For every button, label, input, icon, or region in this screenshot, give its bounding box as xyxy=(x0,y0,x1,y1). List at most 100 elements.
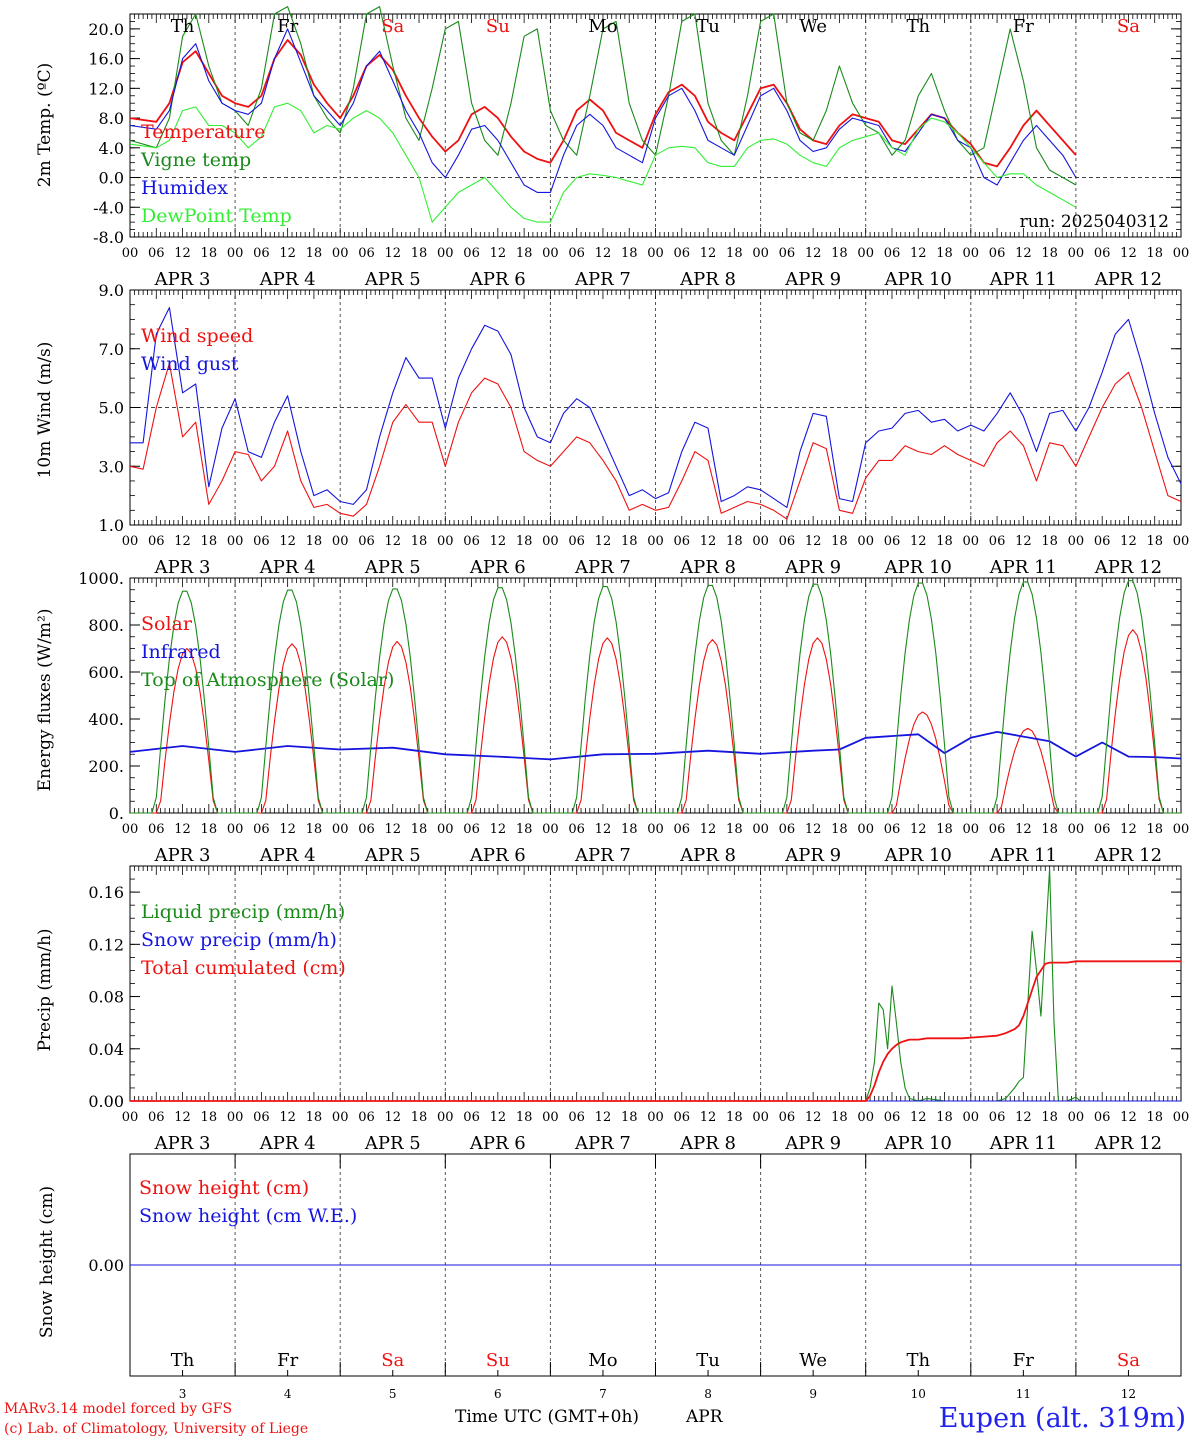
legend-entry: Top of Atmosphere (Solar) xyxy=(141,669,394,691)
hour-tick-label: 06 xyxy=(358,534,375,549)
hour-tick-label: 06 xyxy=(148,534,165,549)
weekday-label: Sa xyxy=(381,1350,404,1371)
date-label: APR 9 xyxy=(784,269,841,290)
hour-tick-label: 00 xyxy=(752,246,769,261)
hour-tick-label: 00 xyxy=(122,822,139,837)
date-label: APR 4 xyxy=(259,557,316,578)
hour-tick-label: 12 xyxy=(174,1110,191,1125)
hour-tick-label: 06 xyxy=(568,246,585,261)
y-tick-label: 400. xyxy=(88,710,124,729)
hour-tick-label: 18 xyxy=(831,822,848,837)
hour-tick-label: 00 xyxy=(1173,822,1190,837)
hour-tick-label: 18 xyxy=(201,534,218,549)
x-axis-month: APR xyxy=(685,1407,724,1427)
date-label: APR 5 xyxy=(364,557,421,578)
date-label: APR 11 xyxy=(989,269,1057,290)
panel-1: -8.0 -4.0 0.0 4.0 8.0 12.0 16.0 20.0 2m Temp. (º… xyxy=(35,6,1189,290)
hour-tick-label: 12 xyxy=(279,1110,296,1125)
hour-tick-label: 12 xyxy=(805,1110,822,1125)
y-tick-label: 5.0 xyxy=(99,399,124,418)
hour-tick-label: 00 xyxy=(963,822,980,837)
date-label: APR 11 xyxy=(989,1133,1057,1154)
date-label: APR 3 xyxy=(154,845,211,866)
hour-tick-label: 06 xyxy=(463,246,480,261)
hour-tick-label: 12 xyxy=(1120,246,1137,261)
hour-tick-label: 06 xyxy=(884,1110,901,1125)
hour-tick-label: 00 xyxy=(1068,822,1085,837)
hour-tick-label: 12 xyxy=(384,246,401,261)
date-label: APR 4 xyxy=(259,845,316,866)
hour-tick-label: 12 xyxy=(279,822,296,837)
date-label: APR 7 xyxy=(574,557,631,578)
hour-tick-label: 12 xyxy=(1015,1110,1032,1125)
hour-tick-label: 18 xyxy=(831,534,848,549)
panel-2: 1.0 3.0 5.0 7.0 9.0 10m Wind (m/s) Wind speed W… xyxy=(35,281,1189,578)
y-tick-label: 0.00 xyxy=(88,1256,124,1275)
series-line-temperature xyxy=(129,39,1077,168)
x-axis-title: Time UTC (GMT+0h) xyxy=(455,1407,639,1427)
hour-tick-label: 00 xyxy=(437,246,454,261)
hour-tick-label: 06 xyxy=(674,1110,691,1125)
legend-entry: Temperature xyxy=(141,121,265,143)
hour-tick-label: 00 xyxy=(332,246,349,261)
weekday-label: Fr xyxy=(277,16,298,37)
hour-tick-label: 18 xyxy=(306,534,323,549)
hour-tick-label: 18 xyxy=(831,246,848,261)
date-label: APR 3 xyxy=(154,269,211,290)
hour-tick-label: 12 xyxy=(805,534,822,549)
weekday-label: Fr xyxy=(1013,16,1034,37)
y-tick-label: 0.0 xyxy=(99,169,124,188)
hour-tick-label: 00 xyxy=(227,246,244,261)
hour-tick-label: 06 xyxy=(358,822,375,837)
day-number-label: 7 xyxy=(599,1387,607,1401)
date-label: APR 5 xyxy=(364,845,421,866)
y-tick-label: 1000. xyxy=(78,569,124,588)
hour-tick-label: 18 xyxy=(516,534,533,549)
day-number-label: 5 xyxy=(389,1387,397,1401)
hour-tick-label: 06 xyxy=(253,822,270,837)
series-line-top-of-atmosphere-solar- xyxy=(130,580,1181,814)
hour-tick-label: 06 xyxy=(568,534,585,549)
y-axis-label: 2m Temp. (ºC) xyxy=(35,63,55,188)
hour-tick-label: 00 xyxy=(542,1110,559,1125)
y-tick-label: 0.04 xyxy=(88,1040,124,1059)
hour-tick-label: 00 xyxy=(857,534,874,549)
weekday-label: Sa xyxy=(381,16,404,37)
date-label: APR 6 xyxy=(469,269,526,290)
date-label: APR 10 xyxy=(884,845,952,866)
y-axis-label: Energy fluxes (W/m²) xyxy=(35,609,55,792)
hour-tick-label: 00 xyxy=(963,534,980,549)
hour-tick-label: 00 xyxy=(542,246,559,261)
y-tick-label: 16.0 xyxy=(88,50,124,69)
hour-tick-label: 18 xyxy=(411,534,428,549)
hour-tick-label: 18 xyxy=(936,534,953,549)
hour-tick-label: 06 xyxy=(148,822,165,837)
hour-tick-label: 06 xyxy=(148,1110,165,1125)
hour-tick-label: 18 xyxy=(516,246,533,261)
hour-tick-label: 06 xyxy=(253,1110,270,1125)
hour-tick-label: 12 xyxy=(910,1110,927,1125)
hour-tick-label: 00 xyxy=(332,822,349,837)
hour-tick-label: 06 xyxy=(568,1110,585,1125)
weekday-label: Mo xyxy=(588,16,617,37)
weekday-label: Th xyxy=(171,1350,195,1371)
hour-tick-label: 00 xyxy=(437,822,454,837)
legend-entry: Snow precip (mm/h) xyxy=(141,929,337,951)
weekday-label: Th xyxy=(906,1350,930,1371)
hour-tick-label: 18 xyxy=(306,246,323,261)
legend-entry: Vigne temp xyxy=(140,149,251,171)
hour-tick-label: 18 xyxy=(726,534,743,549)
hour-tick-label: 12 xyxy=(700,534,717,549)
hour-tick-label: 00 xyxy=(857,822,874,837)
hour-tick-label: 00 xyxy=(1068,534,1085,549)
day-number-label: 3 xyxy=(179,1387,187,1401)
hour-tick-label: 12 xyxy=(384,822,401,837)
hour-tick-label: 06 xyxy=(884,534,901,549)
legend-entry: Solar xyxy=(141,613,193,635)
hour-tick-label: 18 xyxy=(936,246,953,261)
hour-tick-label: 06 xyxy=(1094,246,1111,261)
hour-tick-label: 00 xyxy=(1068,246,1085,261)
y-tick-label: 0.16 xyxy=(88,883,124,902)
date-label: APR 5 xyxy=(364,1133,421,1154)
hour-tick-label: 00 xyxy=(1173,534,1190,549)
